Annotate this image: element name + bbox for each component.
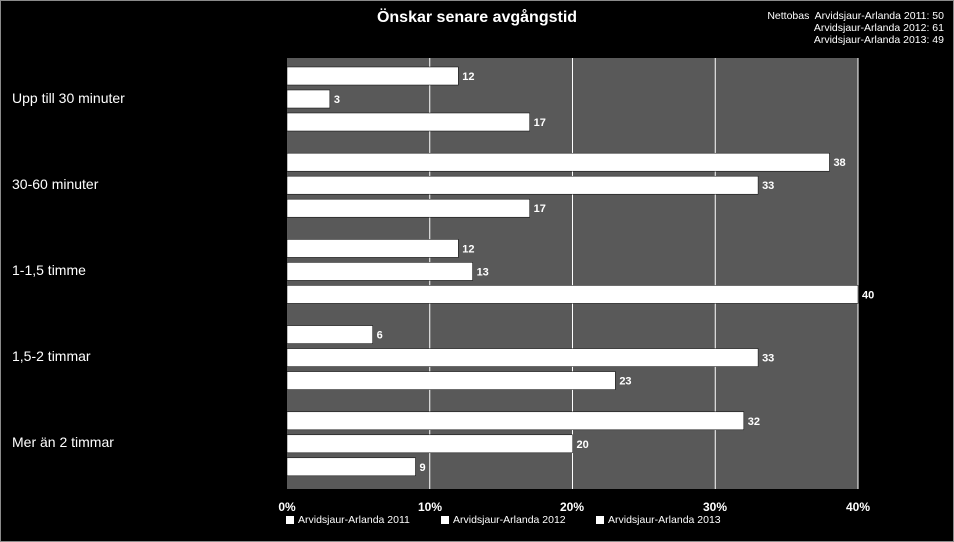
- nettobas-value-2013: Arvidsjaur-Arlanda 2013: 49: [813, 34, 944, 46]
- bar-label-2013-cat0: 17: [534, 117, 546, 129]
- bar-label-2013-cat2: 40: [862, 289, 874, 301]
- bar-label-2013-cat3: 23: [619, 376, 631, 388]
- bar-label-2012-cat4: 20: [577, 439, 589, 451]
- legend-label-2011: Arvidsjaur-Arlanda 2011: [298, 514, 410, 526]
- category-label-1-1-5: 1-1,5 timme: [12, 262, 86, 278]
- bar-label-2012-cat3: 33: [762, 353, 774, 365]
- bar-2011-cat2: [286, 239, 459, 258]
- category-label-upp-till-30: Upp till 30 minuter: [12, 90, 125, 106]
- nettobas-row-2011: Nettobas Arvidsjaur-Arlanda 2011: 50: [767, 10, 944, 22]
- nettobas-value-2011: Arvidsjaur-Arlanda 2011: 50: [814, 10, 944, 22]
- plot-area: 12 3 17 38 33 17 12 13 40 6 33 23 32 20 9: [286, 58, 874, 489]
- bar-2013-cat0: [286, 112, 530, 132]
- x-tick-30: 30%: [702, 500, 728, 514]
- bar-label-2011-cat4: 32: [748, 416, 760, 428]
- x-tick-0: 0%: [278, 500, 296, 514]
- category-label-30-60: 30-60 minuter: [12, 176, 99, 192]
- legend-swatch-2011: [286, 516, 294, 524]
- bar-2012-cat0: [286, 89, 331, 109]
- bar-2011-cat4: [286, 411, 745, 431]
- nettobas-label: Nettobas: [767, 10, 810, 22]
- legend-item-2012: Arvidsjaur-Arlanda 2012: [441, 514, 566, 526]
- x-tick-20: 20%: [559, 500, 585, 514]
- bar-2013-cat3: [286, 371, 616, 390]
- bar-label-2011-cat3: 6: [377, 330, 383, 342]
- bar-label-2012-cat2: 13: [477, 266, 489, 278]
- legend-swatch-2013: [596, 516, 604, 524]
- category-label-1-5-2: 1,5-2 timmar: [12, 348, 91, 364]
- bar-2011-cat0: [286, 66, 459, 86]
- nettobas-value-2012: Arvidsjaur-Arlanda 2012: 61: [813, 22, 944, 34]
- bar-2012-cat4: [286, 434, 573, 454]
- bar-label-2011-cat2: 12: [462, 243, 474, 255]
- legend-swatch-2012: [441, 516, 449, 524]
- x-tick-10: 10%: [417, 500, 443, 514]
- x-tick-40: 40%: [845, 500, 871, 514]
- bar-label-2011-cat0: 12: [462, 71, 474, 83]
- legend-item-2013: Arvidsjaur-Arlanda 2013: [596, 514, 721, 526]
- bar-label-2013-cat1: 17: [534, 203, 546, 215]
- chart-title: Önskar senare avgångstid: [376, 9, 578, 26]
- bar-label-2013-cat4: 9: [419, 462, 425, 474]
- bar-2013-cat2: [286, 285, 859, 304]
- legend-item-2011: Arvidsjaur-Arlanda 2011: [286, 514, 410, 526]
- bar-2011-cat3: [286, 325, 373, 344]
- legend-label-2013: Arvidsjaur-Arlanda 2013: [608, 514, 721, 526]
- bar-2012-cat2: [286, 262, 473, 281]
- bar-2013-cat1: [286, 198, 530, 218]
- bar-2011-cat1: [286, 152, 830, 172]
- bar-label-2012-cat1: 33: [762, 180, 774, 192]
- bar-2012-cat1: [286, 175, 759, 195]
- category-label-mer-an-2: Mer än 2 timmar: [12, 434, 114, 450]
- nettobas-note: Nettobas Arvidsjaur-Arlanda 2011: 50 Arv…: [767, 10, 944, 46]
- bar-label-2012-cat0: 3: [334, 94, 340, 106]
- bar-label-2011-cat1: 38: [833, 157, 845, 169]
- bar-2013-cat4: [286, 457, 416, 477]
- legend-label-2012: Arvidsjaur-Arlanda 2012: [453, 514, 566, 526]
- bar-2012-cat3: [286, 348, 759, 367]
